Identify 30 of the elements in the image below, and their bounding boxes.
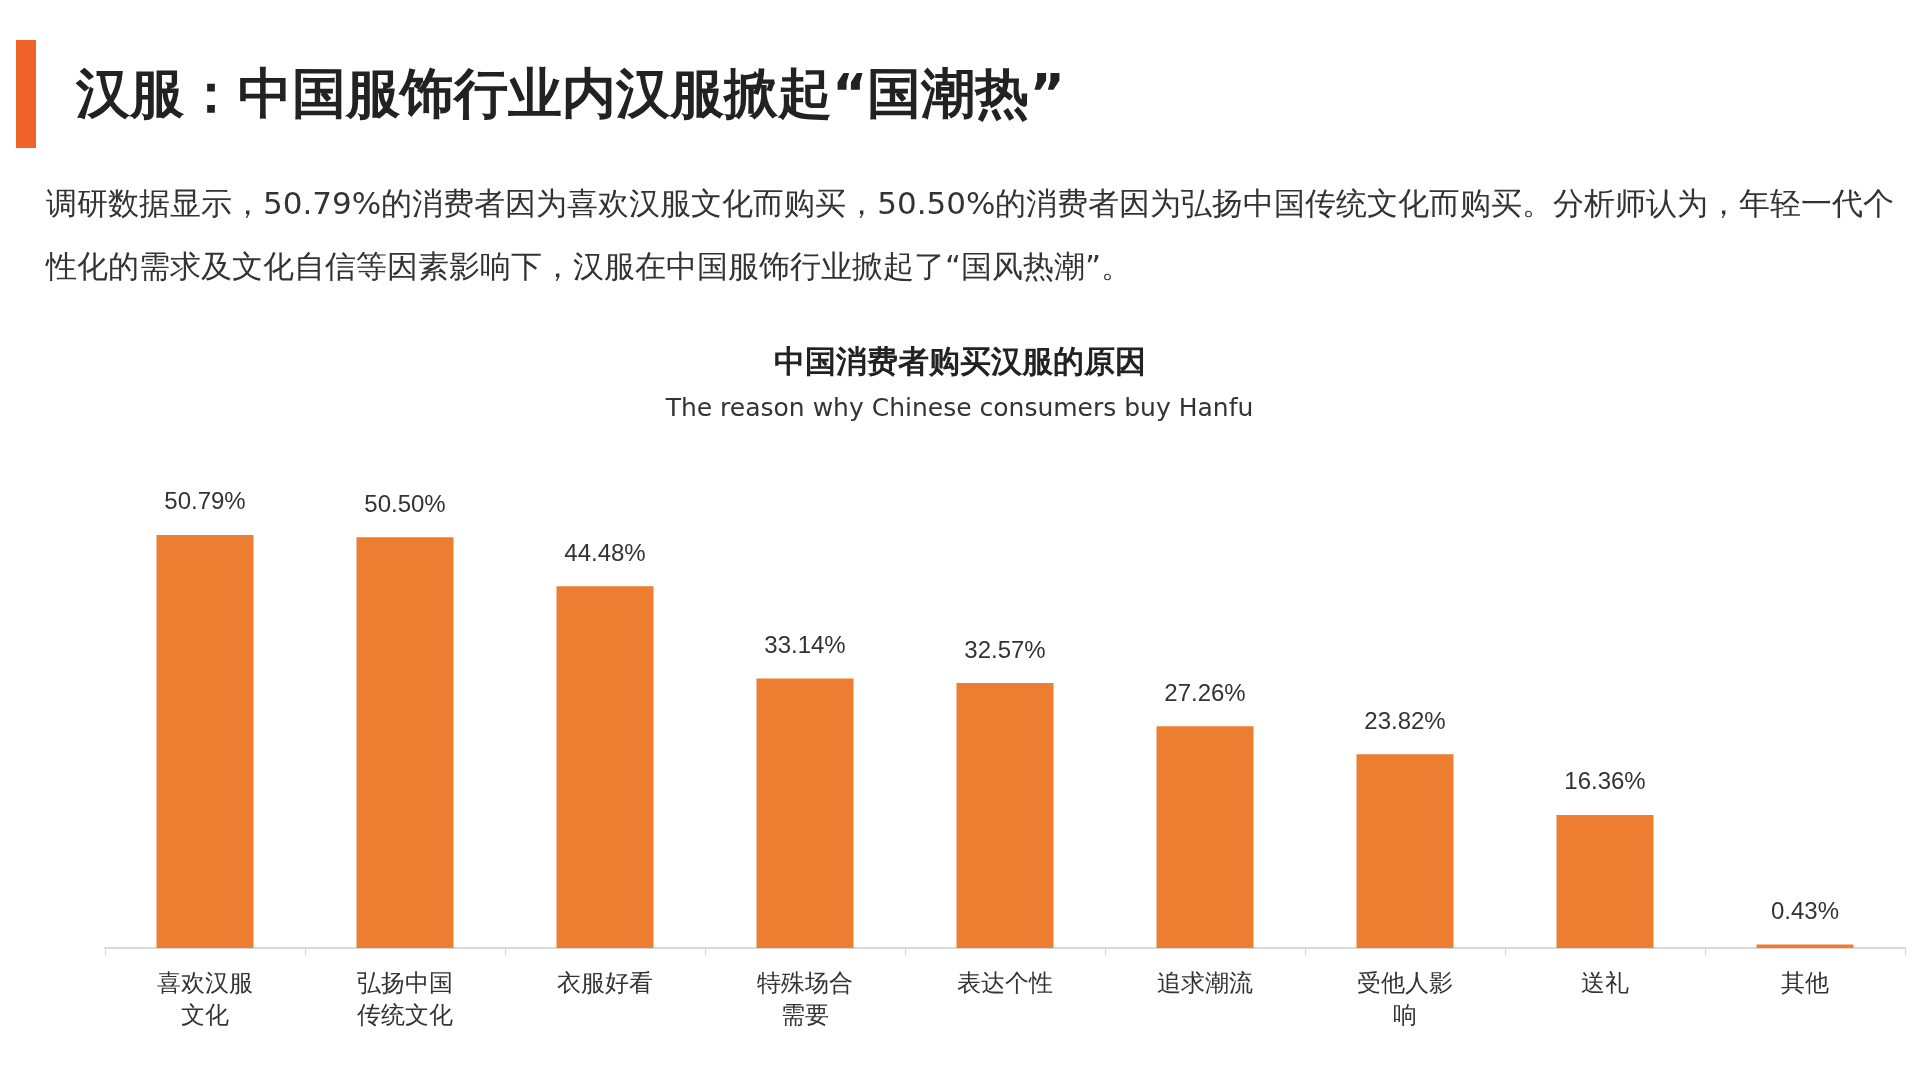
- x-tick-label: 喜欢汉服文化: [157, 968, 253, 1028]
- text: The reason why Chinese consumers buy Hanfu: [664, 393, 1254, 422]
- data-label: 44.48%: [564, 538, 646, 566]
- data-label: 0.43%: [1770, 897, 1840, 924]
- bar: [956, 683, 1054, 948]
- chart-subtitle: 调研数据显示，50.79%的消费者因为喜欢汉服文化而购买，50.50%的消费者因为弘扬中国传统文化而购买。分析师认为，年轻一代个性化的需求及文化自信等因素影响下，汉服在中国服饰行业掀起了“国风热潮”。: [46, 184, 1896, 286]
- x-tick-label: 追求潮流: [1157, 968, 1253, 996]
- data-label: 32.57%: [964, 635, 1046, 663]
- x-tick-label: 弘扬中国传统文化: [357, 968, 453, 1028]
- data-label: 23.82%: [1364, 706, 1446, 734]
- data-label: 50.50%: [364, 489, 446, 517]
- data-label: 16.36%: [1564, 767, 1646, 795]
- bar: [756, 678, 854, 948]
- x-tick-label: 衣服好看: [557, 968, 653, 996]
- x-tick-label: 表达个性: [957, 968, 1053, 996]
- x-tick-label: 受他人影响: [1357, 968, 1453, 1028]
- x-tick-label: 其他: [1781, 968, 1829, 996]
- data-label: 50.79%: [164, 487, 246, 515]
- bar: [1556, 814, 1654, 948]
- text: 中国消费者购买汉服的原因: [773, 342, 1146, 379]
- data-label: 33.14%: [764, 630, 846, 658]
- chart-title: 汉服：中国服饰行业内汉服掀起“国潮热”: [76, 60, 1065, 127]
- x-tick-label: 送礼: [1581, 968, 1629, 996]
- x-tick-label: 特殊场合需要: [757, 968, 853, 1028]
- bar: [1156, 726, 1254, 948]
- data-label: 27.26%: [1164, 678, 1246, 706]
- bar: [1356, 754, 1454, 948]
- bar: [356, 537, 454, 948]
- bar: [556, 586, 654, 948]
- bar: [156, 534, 254, 948]
